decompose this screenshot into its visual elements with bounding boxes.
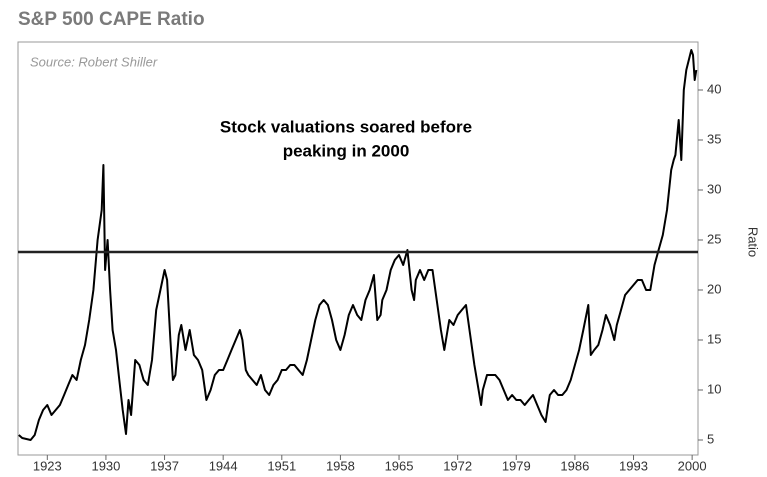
plot-frame	[17, 41, 699, 456]
y-tick-label: 35	[707, 131, 721, 146]
x-tick-label: 1923	[33, 458, 62, 473]
y-tick-label: 10	[707, 381, 721, 396]
x-tick-label: 2000	[678, 458, 707, 473]
x-tick-label: 1986	[560, 458, 589, 473]
x-tick-label: 1958	[326, 458, 355, 473]
x-tick-label: 1993	[619, 458, 648, 473]
annotation: peaking in 2000	[283, 141, 410, 160]
y-tick-label: 5	[707, 431, 714, 446]
y-tick-label: 15	[707, 331, 721, 346]
x-tick-label: 1965	[385, 458, 414, 473]
y-tick-label: 20	[707, 281, 721, 296]
source: Source: Robert Shiller	[30, 54, 158, 69]
x-tick-label: 1944	[209, 458, 238, 473]
line	[18, 49, 698, 441]
y-axis-label: Ratio	[746, 227, 761, 257]
y-tick-label: 30	[707, 181, 721, 196]
chart-title: S&P 500 CAPE Ratio	[18, 9, 205, 30]
x-tick-label: 1937	[150, 458, 179, 473]
y-tick-label: 25	[707, 231, 721, 246]
x-tick-label: 1930	[91, 458, 120, 473]
x-tick-label: 1951	[267, 458, 296, 473]
x-tick-label: 1979	[502, 458, 531, 473]
x-tick-label: 1972	[443, 458, 472, 473]
y-tick-label: 40	[707, 81, 721, 96]
annotation: Stock valuations soared before	[220, 117, 472, 136]
